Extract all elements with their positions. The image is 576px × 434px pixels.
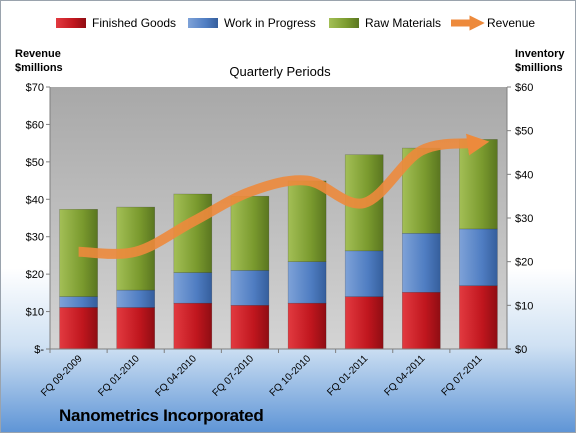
y-right-tick-label-5: $50 — [515, 126, 533, 138]
bar-finished-goods-5 — [345, 297, 383, 349]
y-left-tick-label-6: $60 — [26, 119, 44, 131]
y-right-label-line2: $millions — [515, 62, 563, 74]
x-tick-label-0: FQ 09-2009 — [39, 353, 85, 399]
bar-work-in-progress-7 — [459, 229, 497, 286]
y-right-tick-label-2: $20 — [515, 257, 533, 269]
legend-swatch-work-in-progress — [188, 18, 218, 28]
chart-title: Nanometrics Incorporated — [59, 406, 263, 426]
y-right-tick-label-0: $0 — [515, 344, 527, 356]
y-left-tick-label-1: $10 — [26, 307, 44, 319]
y-right-label-line1: Inventory — [515, 48, 565, 60]
bar-finished-goods-4 — [288, 303, 326, 349]
bar-finished-goods-0 — [60, 308, 98, 350]
bar-finished-goods-2 — [174, 303, 212, 349]
bar-work-in-progress-2 — [174, 273, 212, 304]
bar-finished-goods-1 — [117, 308, 155, 350]
y-left-label-line2: $millions — [15, 62, 63, 74]
y-left-tick-label-0: $- — [34, 344, 44, 356]
legend-swatch-finished-goods — [56, 18, 86, 28]
bar-work-in-progress-5 — [345, 251, 383, 297]
x-tick-label-1: FQ 01-2010 — [96, 353, 142, 399]
bar-raw-materials-7 — [459, 139, 497, 229]
bar-work-in-progress-3 — [231, 270, 269, 305]
y-left-tick-label-3: $30 — [26, 232, 44, 244]
x-tick-label-5: FQ 01-2011 — [325, 353, 370, 398]
bar-finished-goods-3 — [231, 305, 269, 349]
bar-work-in-progress-6 — [402, 233, 440, 292]
y-left-tick-label-2: $20 — [26, 269, 44, 281]
legend-label-revenue: Revenue — [487, 16, 535, 30]
x-tick-label-6: FQ 04-2011 — [382, 353, 427, 398]
bar-raw-materials-4 — [288, 181, 326, 262]
x-tick-label-3: FQ 07-2010 — [211, 353, 257, 399]
bar-finished-goods-7 — [459, 286, 497, 349]
bar-finished-goods-6 — [402, 292, 440, 349]
y-right-tick-label-4: $40 — [515, 169, 533, 181]
legend-label-work-in-progress: Work in Progress — [224, 16, 316, 30]
y-right-tick-label-1: $10 — [515, 300, 533, 312]
x-tick-label-4: FQ 10-2010 — [268, 353, 314, 399]
y-right-tick-label-6: $60 — [515, 82, 533, 94]
bar-raw-materials-3 — [231, 196, 269, 270]
x-tick-label-7: FQ 07-2011 — [440, 353, 485, 398]
legend-swatch-raw-materials — [329, 18, 359, 28]
x-tick-label-2: FQ 04-2010 — [153, 353, 199, 399]
y-right-tick-label-3: $30 — [515, 213, 533, 225]
bar-work-in-progress-4 — [288, 262, 326, 304]
y-left-tick-label-5: $50 — [26, 157, 44, 169]
y-left-tick-label-7: $70 — [26, 82, 44, 94]
legend-label-finished-goods: Finished Goods — [92, 16, 176, 30]
y-left-tick-label-4: $40 — [26, 194, 44, 206]
bar-work-in-progress-0 — [60, 297, 98, 308]
legend-label-raw-materials: Raw Materials — [365, 16, 441, 30]
chart-subtitle: Quarterly Periods — [229, 64, 331, 79]
bar-work-in-progress-1 — [117, 290, 155, 308]
y-left-label-line1: Revenue — [15, 48, 61, 60]
